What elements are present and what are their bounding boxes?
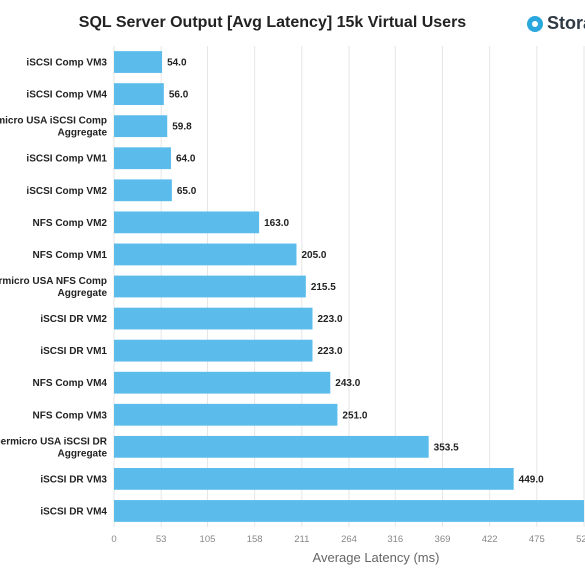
category-label: NFS Comp VM3: [33, 410, 108, 421]
bar: [114, 211, 260, 234]
value-label: 243.0: [335, 378, 360, 389]
value-label: 163.0: [264, 218, 289, 229]
x-tick-label: 53: [156, 534, 167, 545]
x-tick-label: 158: [247, 534, 263, 545]
x-tick-label: 369: [435, 534, 451, 545]
bar: [114, 435, 429, 458]
value-label: 449.0: [519, 474, 544, 485]
bar: [114, 83, 164, 106]
x-tick-label: 528: [576, 534, 585, 545]
category-label: iSCSI Comp VM4: [26, 90, 107, 101]
x-tick-label: 211: [294, 534, 309, 545]
bar: [114, 51, 163, 73]
category-label: NFS Comp VM1: [33, 250, 108, 261]
value-label: 64.0: [176, 154, 196, 165]
bar: [114, 275, 306, 298]
value-label: 65.0: [177, 186, 197, 197]
bar: [114, 115, 168, 138]
category-label: iSCSI DR VM1: [40, 346, 107, 357]
value-label: 223.0: [318, 346, 343, 357]
value-label: 205.0: [301, 250, 326, 261]
brand-logo: Stora: [527, 13, 585, 34]
x-tick-label: 475: [529, 534, 545, 545]
category-label: iSCSI Comp VM2: [26, 186, 107, 197]
x-tick-label: 316: [387, 534, 403, 545]
category-label: iSCSI DR VM2: [40, 314, 107, 325]
bar: [114, 371, 331, 394]
bar: [114, 467, 514, 490]
value-label: 353.5: [434, 442, 459, 453]
category-label: NFS Comp VM2: [33, 218, 108, 229]
x-tick-label: 0: [111, 534, 116, 545]
value-label: 59.8: [172, 122, 192, 133]
category-label: NFS Comp VM4: [33, 378, 108, 389]
x-tick-label: 422: [482, 534, 498, 545]
x-tick-label: 264: [341, 534, 357, 545]
bar: [114, 179, 172, 202]
category-label: iSCSI Comp VM1: [26, 154, 107, 165]
brand-text: Stora: [547, 13, 585, 33]
value-label: 215.5: [311, 282, 336, 293]
x-tick-label: 105: [200, 534, 216, 545]
value-label: 56.0: [169, 90, 189, 101]
storagereview-logo-icon: [527, 15, 543, 32]
chart-title: SQL Server Output [Avg Latency] 15k Virt…: [78, 14, 467, 31]
bar: [114, 403, 338, 426]
bar: [114, 147, 171, 170]
bar: [114, 339, 313, 362]
bar: [114, 307, 313, 330]
value-label: 251.0: [342, 410, 367, 421]
bar: [114, 500, 584, 522]
category-label: iSCSI DR VM4: [40, 506, 107, 517]
value-label: 223.0: [318, 314, 343, 325]
bar: [114, 243, 297, 266]
category-label: iSCSI DR VM3: [40, 474, 107, 485]
value-label: 54.0: [167, 58, 187, 69]
category-label: iSCSI Comp VM3: [26, 58, 107, 69]
x-axis-title: Average Latency (ms): [313, 550, 440, 565]
